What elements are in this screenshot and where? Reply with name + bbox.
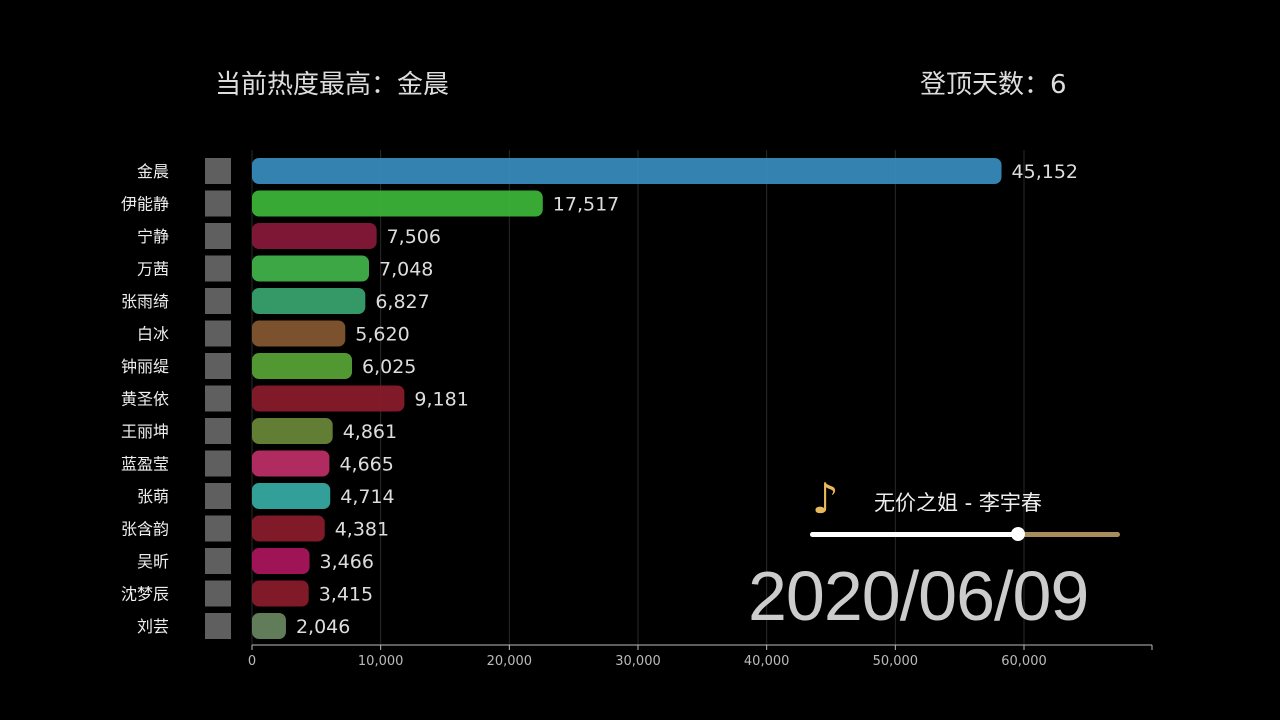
category-label: 白冰	[137, 325, 169, 344]
value-label: 3,415	[319, 584, 373, 606]
avatar	[205, 548, 231, 574]
x-tick-label: 40,000	[744, 654, 790, 669]
category-label: 张含韵	[121, 520, 169, 539]
category-label: 沈梦辰	[121, 585, 169, 604]
x-tick-label: 10,000	[358, 654, 404, 669]
category-label: 金晨	[137, 162, 169, 181]
x-tick-label: 20,000	[487, 654, 533, 669]
avatar	[205, 320, 231, 347]
x-tick-label: 30,000	[615, 654, 661, 669]
bar	[252, 223, 377, 249]
bar	[252, 255, 369, 282]
bar	[252, 515, 325, 542]
song-title: 无价之姐 - 李宇春	[874, 491, 1042, 515]
category-label: 伊能静	[121, 195, 169, 214]
avatar	[205, 190, 231, 217]
value-label: 45,152	[1012, 161, 1078, 183]
value-label: 6,025	[362, 356, 416, 378]
avatar	[205, 288, 231, 314]
bar	[252, 190, 543, 217]
x-tick-label: 0	[248, 654, 256, 669]
avatar	[205, 613, 231, 639]
value-label: 5,620	[355, 324, 409, 346]
bar	[252, 580, 309, 607]
category-label: 钟丽缇	[121, 357, 169, 376]
category-label: 张萌	[137, 487, 169, 506]
days-on-top: 登顶天数：6	[920, 70, 1067, 100]
bar	[252, 158, 1002, 184]
value-label: 6,827	[375, 291, 429, 313]
leader-title: 当前热度最高：金晨	[215, 70, 450, 100]
value-label: 4,714	[340, 486, 394, 508]
value-label: 3,466	[320, 551, 374, 573]
value-label: 4,861	[343, 421, 397, 443]
category-label: 王丽坤	[121, 422, 169, 441]
category-label: 黄圣依	[121, 390, 169, 409]
category-label: 万茜	[137, 260, 169, 279]
bar	[252, 548, 310, 574]
bar	[252, 385, 405, 412]
value-label: 9,181	[414, 389, 468, 411]
x-tick-label: 50,000	[873, 654, 919, 669]
bar	[252, 353, 353, 379]
avatar	[205, 385, 231, 412]
avatar	[205, 580, 231, 607]
value-label: 17,517	[553, 194, 619, 216]
date-label: 2020/06/09	[748, 557, 1089, 635]
music-progress-knob[interactable]	[1010, 527, 1025, 541]
value-label: 7,048	[379, 259, 433, 281]
avatar	[205, 158, 231, 184]
category-label: 刘芸	[137, 617, 169, 636]
bar	[252, 320, 346, 347]
music-note-icon: ♪	[812, 474, 839, 523]
avatar	[205, 418, 231, 444]
avatar	[205, 483, 231, 509]
value-label: 4,665	[339, 454, 393, 476]
category-label: 吴昕	[137, 552, 169, 571]
avatar	[205, 223, 231, 249]
bar	[252, 288, 366, 314]
bar	[252, 613, 286, 639]
value-label: 7,506	[387, 226, 441, 248]
category-label: 蓝盈莹	[121, 455, 169, 474]
avatar	[205, 515, 231, 542]
avatar	[205, 353, 231, 379]
x-tick-label: 60,000	[1001, 654, 1047, 669]
value-label: 4,381	[335, 519, 389, 541]
value-label: 2,046	[296, 616, 350, 638]
category-label: 宁静	[137, 227, 169, 246]
bar	[252, 450, 330, 477]
music-progress-slider[interactable]	[810, 527, 1120, 541]
avatar	[205, 450, 231, 477]
music-progress-fill	[810, 532, 1018, 537]
bar	[252, 418, 333, 444]
category-label: 张雨绮	[121, 292, 169, 311]
avatar	[205, 255, 231, 282]
bar	[252, 483, 331, 509]
